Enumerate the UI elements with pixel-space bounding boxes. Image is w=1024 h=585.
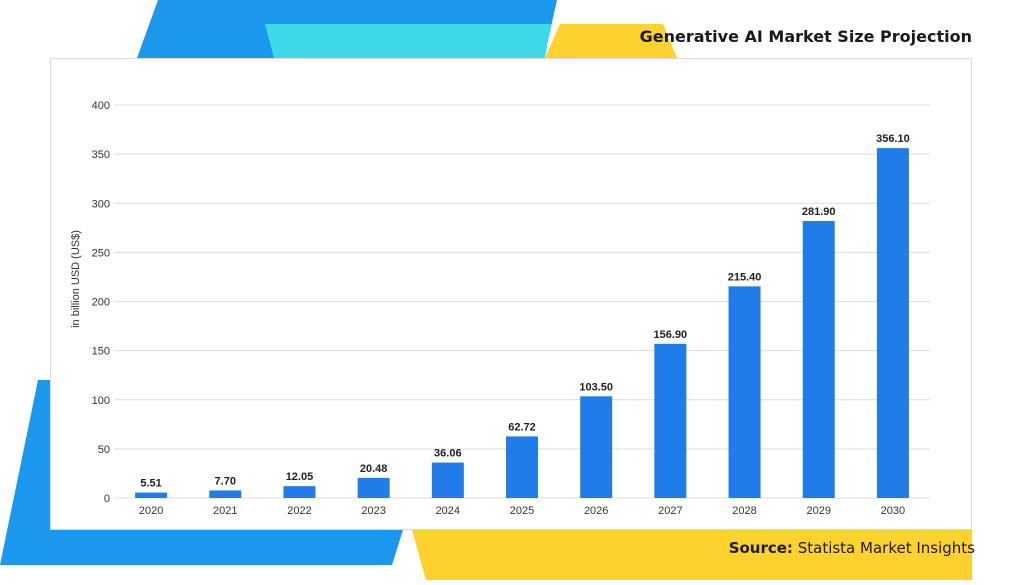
y-tick-label: 0 <box>104 493 110 505</box>
x-tick-label: 2022 <box>287 505 311 517</box>
bar-2027 <box>654 343 687 498</box>
y-axis-ticks: 0 50 100 150 200 250 300 350 400 <box>92 100 110 505</box>
source-note: Source: Statista Market Insights <box>729 539 975 557</box>
bars <box>135 148 909 498</box>
y-tick-label: 50 <box>98 444 110 456</box>
y-tick-label: 150 <box>92 346 110 358</box>
data-label-2026: 103.50 <box>579 381 613 393</box>
source-text: Statista Market Insights <box>797 539 975 557</box>
bar-2025 <box>506 436 538 498</box>
x-axis-ticks: 2020 2021 2022 2023 2024 2025 2026 2027 2028 2029… <box>139 505 905 517</box>
data-label-2024: 36.06 <box>434 448 462 460</box>
y-tick-label: 250 <box>92 247 110 259</box>
data-label-2020: 5.51 <box>140 478 161 490</box>
data-label-2030: 356.10 <box>876 133 910 145</box>
x-tick-label: 2021 <box>213 505 237 517</box>
page-title: Generative AI Market Size Projection <box>639 27 972 46</box>
cyan-shape-top <box>265 24 551 58</box>
bar-2022 <box>283 486 316 498</box>
bar-2021 <box>209 490 242 498</box>
data-label-2028: 215.40 <box>728 271 762 283</box>
bar-2026 <box>580 396 613 498</box>
x-tick-label: 2020 <box>139 505 163 517</box>
x-tick-label: 2025 <box>510 505 534 517</box>
bar-2028 <box>728 286 761 498</box>
x-tick-label: 2029 <box>806 505 830 517</box>
yellow-shape-bottom <box>412 530 972 580</box>
data-label-2027: 156.90 <box>654 329 688 341</box>
yellow-shape-top <box>545 24 677 58</box>
data-label-2025: 62.72 <box>508 421 536 433</box>
x-tick-label: 2027 <box>658 505 682 517</box>
x-tick-label: 2026 <box>584 505 608 517</box>
x-tick-label: 2030 <box>881 505 905 517</box>
data-labels: 5.51 7.70 12.05 20.48 36.06 62.72 103.50 156.90… <box>140 133 909 489</box>
y-axis-label: in billion USD (US$) <box>70 230 82 328</box>
source-label: Source: <box>728 539 793 557</box>
data-label-2023: 20.48 <box>360 463 388 475</box>
bar-2029 <box>802 221 835 498</box>
bar-2023 <box>357 477 390 498</box>
data-label-2022: 12.05 <box>286 471 314 483</box>
gridlines <box>114 104 930 499</box>
x-tick-label: 2028 <box>732 505 756 517</box>
blue-shape-bottom-left <box>0 380 403 565</box>
data-label-2029: 281.90 <box>802 206 836 218</box>
y-tick-label: 200 <box>92 297 110 309</box>
x-tick-label: 2024 <box>436 505 460 517</box>
bar-2020 <box>135 492 168 498</box>
data-label-2021: 7.70 <box>215 475 236 487</box>
bar-2024 <box>431 462 464 498</box>
x-tick-label: 2023 <box>361 505 385 517</box>
bar-chart: 0 50 100 150 200 250 300 350 400 5.51 7.70 12.05 20… <box>70 100 930 517</box>
chart-card: 0 50 100 150 200 250 300 350 400 5.51 7.70 12.05 20… <box>50 58 972 530</box>
y-tick-label: 350 <box>92 149 110 161</box>
y-tick-label: 100 <box>92 395 110 407</box>
bar-2030 <box>876 148 909 498</box>
y-tick-label: 400 <box>92 100 110 112</box>
y-tick-label: 300 <box>92 198 110 210</box>
